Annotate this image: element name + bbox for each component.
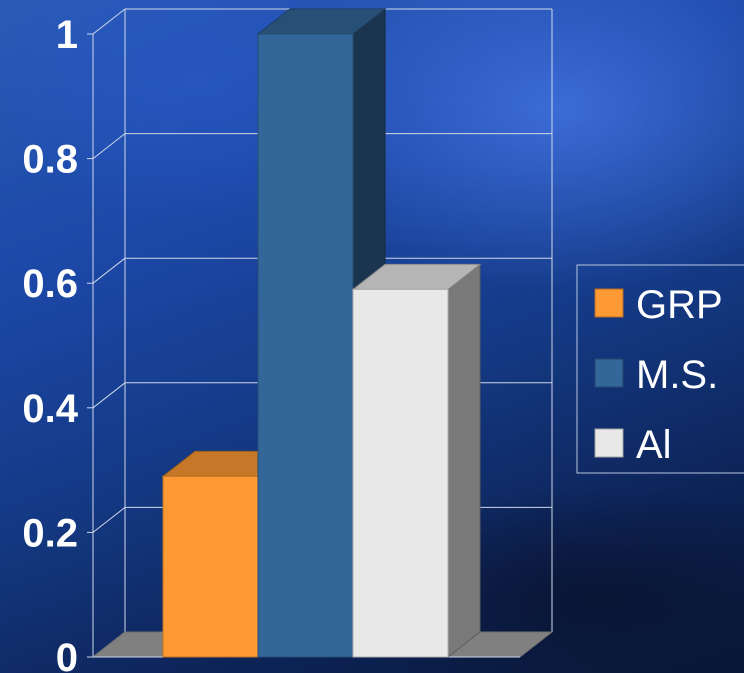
legend-label: Al bbox=[636, 423, 672, 467]
bars bbox=[161, 7, 482, 659]
legend-swatch bbox=[594, 358, 624, 388]
gridline-side-3 bbox=[92, 257, 126, 284]
y-tick-label: 0.2 bbox=[22, 511, 78, 555]
y-tick-label: 0.8 bbox=[22, 138, 78, 182]
legend-label: M.S. bbox=[636, 353, 718, 397]
gridline-side-4 bbox=[92, 133, 126, 159]
y-axis: 0 0.2 0.4 0.6 0.8 1 bbox=[22, 13, 93, 673]
gridline-side-5 bbox=[92, 8, 126, 35]
legend-box bbox=[576, 264, 744, 474]
legend-swatch bbox=[594, 288, 624, 318]
bar-al bbox=[351, 263, 482, 659]
y-tick-label: 0 bbox=[56, 636, 78, 673]
y-tick-label: 0.6 bbox=[22, 262, 78, 306]
legend-label: GRP bbox=[636, 283, 723, 327]
bar-front-face bbox=[257, 33, 354, 658]
bar-side-face bbox=[447, 263, 481, 659]
y-tick-label: 1 bbox=[56, 13, 78, 57]
chart-walls bbox=[92, 9, 553, 657]
bar-front-face bbox=[352, 288, 449, 658]
gridline-side-1 bbox=[92, 507, 126, 533]
y-tick-label: 0.4 bbox=[22, 387, 78, 431]
gridline-side-2 bbox=[92, 382, 126, 409]
bar-front-face bbox=[162, 475, 259, 658]
legend: GRP M.S. Al bbox=[576, 264, 744, 474]
legend-swatch bbox=[594, 428, 624, 458]
